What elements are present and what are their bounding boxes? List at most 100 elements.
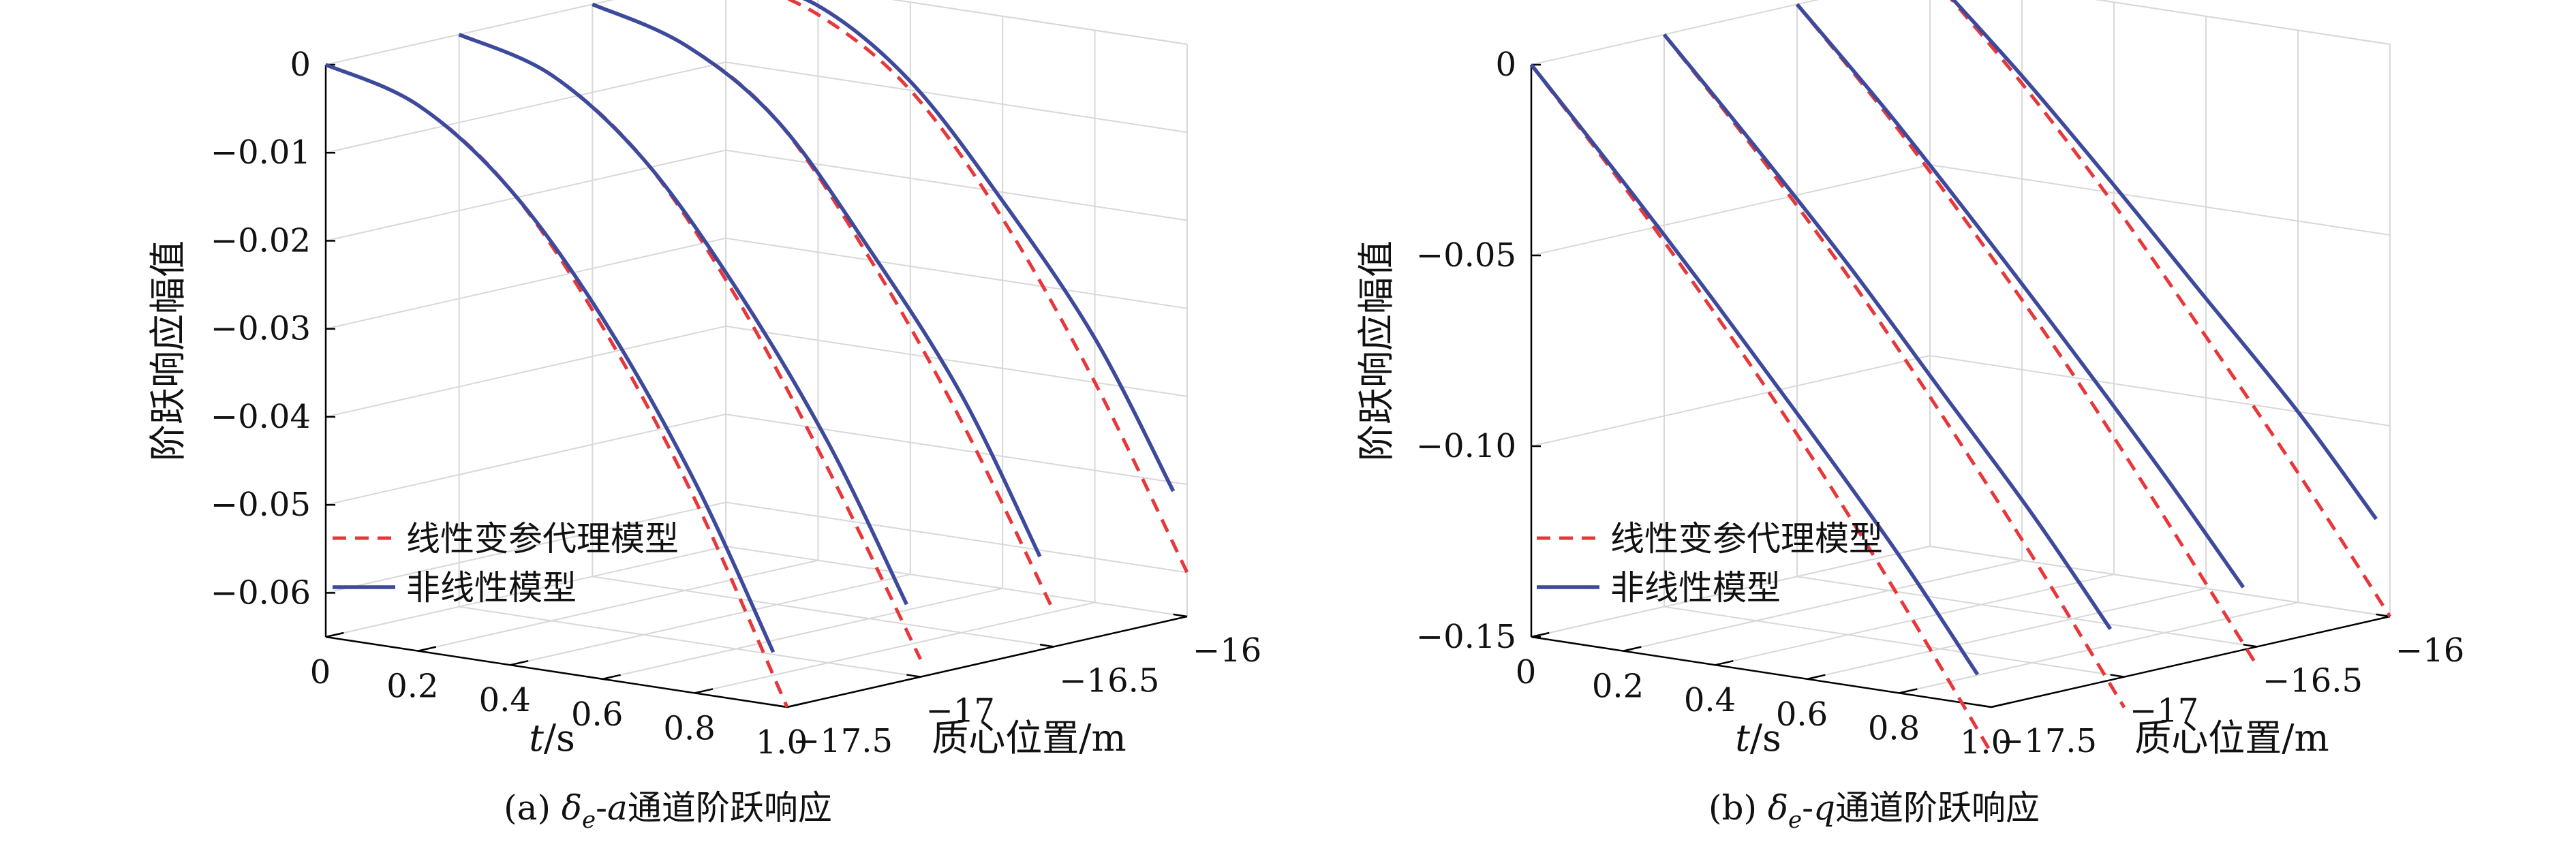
grid-line	[725, 237, 1188, 309]
grid-line	[325, 325, 726, 418]
y-tick-label: −17.5	[1997, 722, 2097, 760]
series-line-linear	[1663, 33, 2126, 708]
grid-line	[891, 0, 1188, 45]
grid-line	[1899, 601, 2299, 694]
x-tick	[1715, 659, 1734, 666]
series-line-nonlinear	[324, 63, 776, 653]
y-tick-label: −17	[2130, 692, 2198, 730]
x-axis-label-symbol: t	[1735, 717, 1750, 760]
x-tick	[1807, 674, 1826, 681]
series-line-nonlinear	[592, 2, 1042, 558]
grid-line	[325, 546, 726, 638]
x-axis-label-unit: /s	[544, 717, 575, 760]
chart-panel-b: 0−0.05−0.10−0.150 0.2 0.4 0.6 0.8 1.0−17.5−17…	[1355, 0, 2464, 834]
grid-line	[2095, 0, 2391, 45]
y-tick	[906, 674, 921, 678]
x-tick-label: 0.2	[386, 668, 438, 706]
grid-line	[1531, 0, 1820, 65]
grid-line	[1929, 164, 2391, 236]
y-tick-label: −17.5	[793, 722, 893, 760]
y-tick-label: −16	[1193, 631, 1261, 670]
x-tick	[418, 646, 437, 652]
chart-panel-a: 0 −0.01 −0.02 −0.03 −0.04 −0.05 −0.06 0 0.2 0.4 0.…	[147, 0, 1261, 834]
series-line-linear	[324, 63, 789, 708]
caption-channel-letter: a	[607, 788, 628, 828]
series-group	[324, 0, 1189, 708]
grid-line	[325, 413, 726, 506]
series-group	[1529, 0, 2392, 754]
caption-suffix: 通道阶跃响应	[628, 788, 832, 828]
grid-line	[1531, 355, 1931, 447]
z-tick-label: 0	[1495, 46, 1516, 84]
z-tick-label: −0.10	[1416, 427, 1516, 465]
series-line-nonlinear	[1795, 3, 2245, 589]
y-tick-label: −16	[2395, 631, 2464, 670]
grid-line	[725, 546, 1188, 617]
grid-line	[1531, 546, 1931, 638]
x-tick	[1991, 702, 2010, 708]
grid-line	[725, 325, 1188, 397]
series-line-nonlinear	[1529, 63, 1980, 676]
y-tick	[1173, 613, 1188, 618]
grid-line	[602, 587, 1003, 680]
y-tick	[2243, 644, 2258, 648]
z-tick-label: −0.02	[211, 221, 311, 260]
y-tick-label: −16.5	[1059, 661, 1159, 700]
grid-line	[510, 574, 911, 666]
caption-channel-letter: q	[1813, 788, 1835, 828]
grid-line	[1531, 164, 1931, 256]
grid-line	[725, 149, 1188, 221]
caption-symbol: δ	[562, 788, 582, 828]
grid-line	[1807, 587, 2207, 680]
z-axis-label: 阶跃响应幅值	[147, 240, 189, 461]
x-tick-label: 0	[310, 653, 331, 691]
caption-prefix: (b)	[1708, 788, 1768, 828]
caption-suffix: 通道阶跃响应	[1835, 788, 2040, 828]
y-tick-label: −16.5	[2263, 661, 2363, 700]
grid-line	[325, 501, 726, 594]
x-axis-label-unit: /s	[1750, 717, 1781, 760]
series-line-linear	[786, 0, 1189, 574]
figure-caption: (b) δe-q通道阶跃响应	[1708, 788, 2040, 834]
x-tick-label: 0.6	[571, 695, 623, 734]
z-axis-label: 阶跃响应幅值	[1355, 240, 1398, 461]
grid-line	[1796, 576, 2258, 648]
grid-line	[891, 0, 1188, 45]
y-tick	[2376, 613, 2391, 618]
x-axis-label: t/s	[1735, 717, 1781, 760]
series-line-nonlinear	[802, 0, 1176, 493]
y-tick	[1039, 644, 1054, 648]
legend-label-linear: 线性变参代理模型	[406, 519, 679, 559]
grid-line	[1663, 606, 2125, 678]
x-tick-label: 0.6	[1776, 695, 1828, 734]
y-axis	[786, 615, 1188, 708]
series-line-linear	[1530, 63, 1993, 754]
caption-subscript: e	[1788, 807, 1802, 834]
series-line-nonlinear	[1950, 0, 2378, 520]
grid-line	[694, 601, 1095, 694]
y-tick-label: −17	[926, 692, 995, 730]
legend-label-nonlinear: 非线性模型	[406, 568, 577, 608]
grid-line	[325, 0, 615, 65]
z-tick-label: 0	[290, 46, 311, 84]
caption-prefix: (a)	[504, 788, 562, 828]
figure-caption: (a) δe-a通道阶跃响应	[504, 788, 832, 834]
x-tick-label: 0	[1516, 653, 1537, 691]
x-tick	[602, 674, 621, 681]
z-tick-label: −0.04	[211, 398, 311, 436]
caption-channel-dash: -	[1802, 788, 1813, 828]
grid-line	[1929, 355, 2391, 426]
grid-line	[325, 237, 726, 330]
x-tick-label: 0.4	[479, 681, 531, 719]
series-line-linear	[1950, 0, 2392, 618]
grid-line	[725, 501, 1188, 574]
z-tick-label: −0.06	[211, 574, 311, 612]
x-tick-label: 0.8	[1868, 709, 1920, 747]
y-tick	[773, 704, 788, 708]
y-axis-label: 质心位置/m	[2134, 717, 2329, 760]
series-line-nonlinear	[458, 33, 908, 606]
grid-line	[325, 61, 726, 154]
x-tick	[1899, 688, 1918, 694]
